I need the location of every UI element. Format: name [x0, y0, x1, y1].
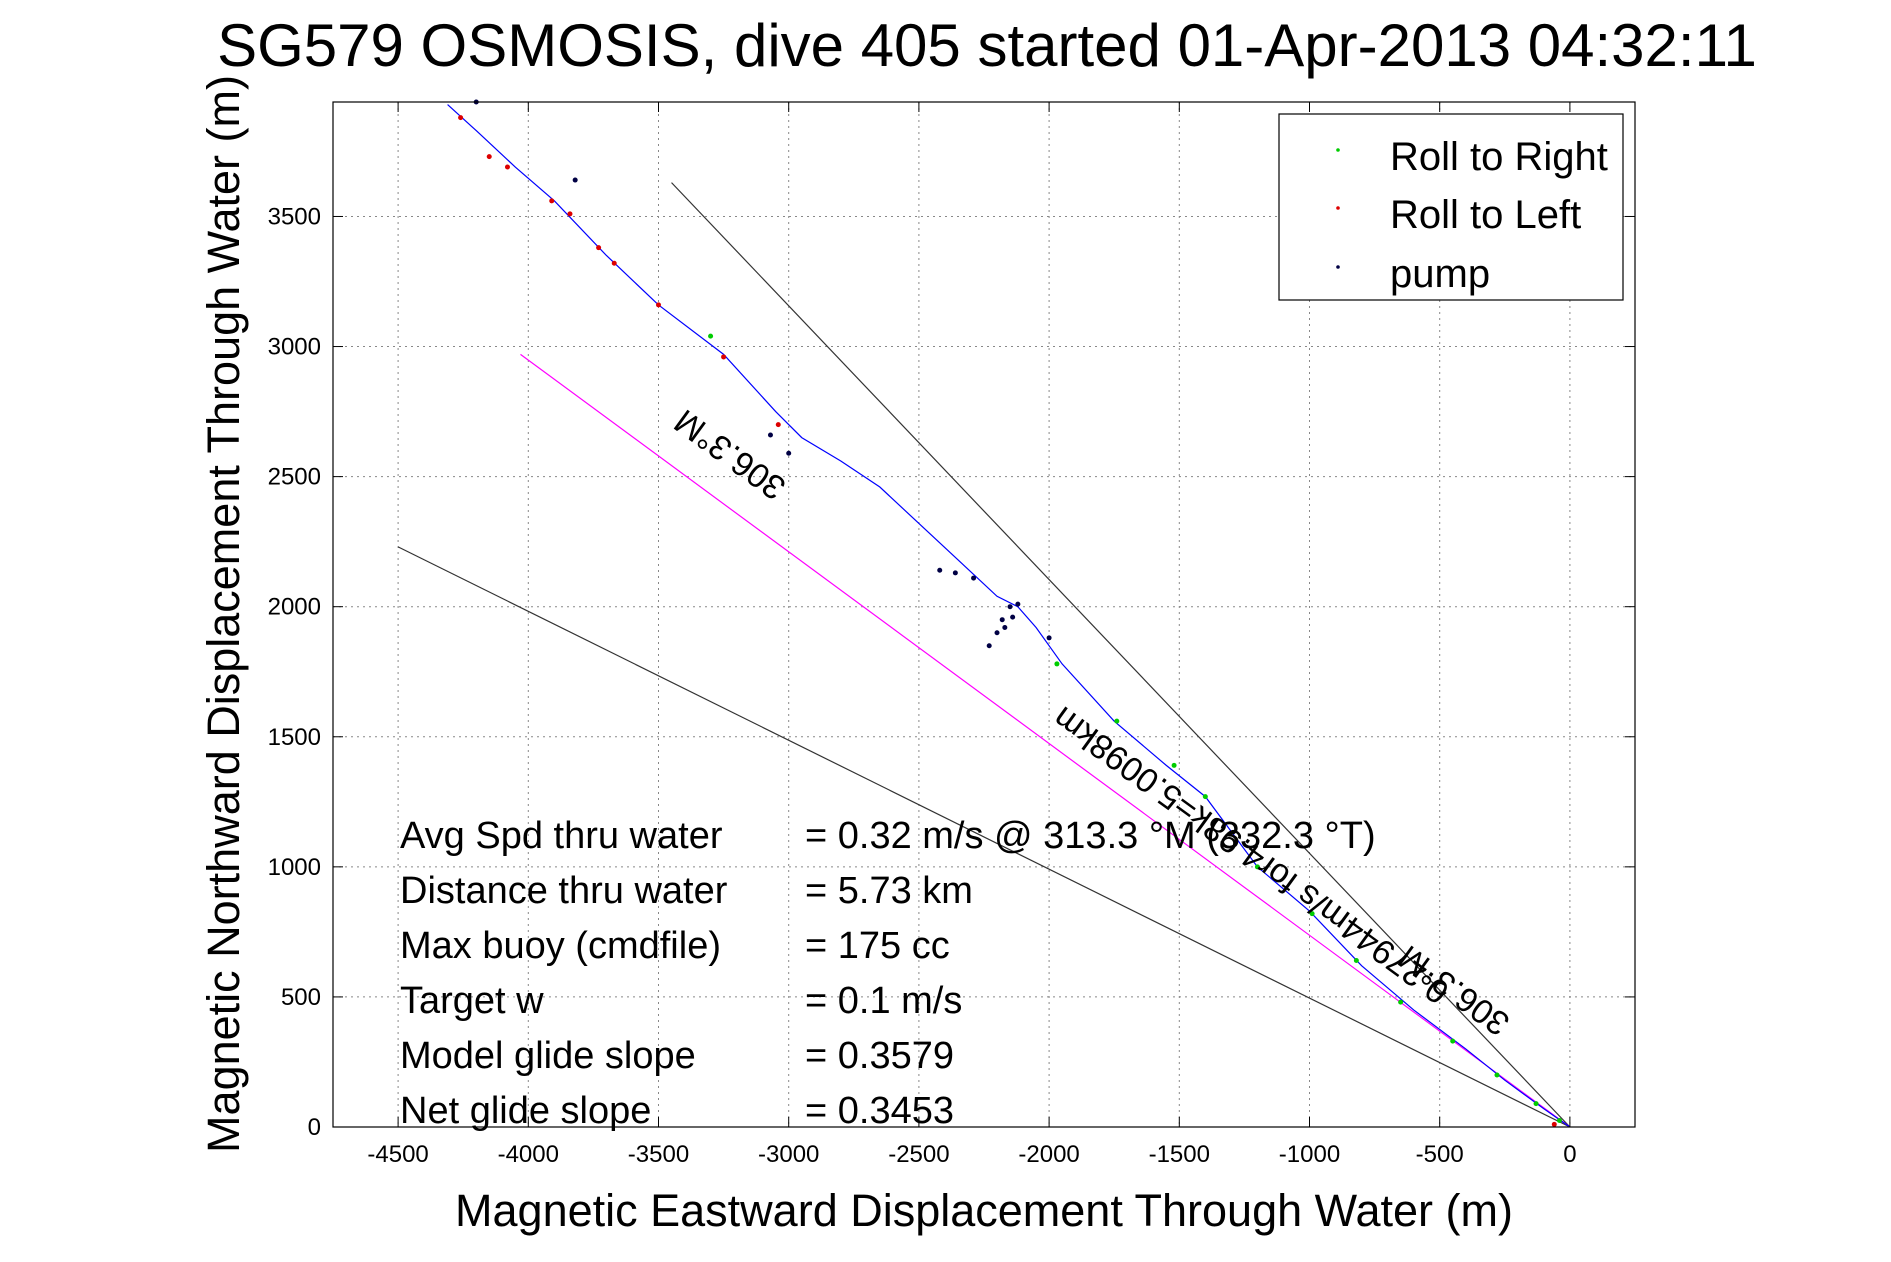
- roll-right-point: [1054, 661, 1060, 667]
- legend: Roll to Right Roll to Left pump: [1278, 113, 1624, 301]
- stats-annotations: Avg Spd thru water = 0.32 m/s @ 313.3 °M …: [400, 815, 1376, 1132]
- x-tick-label: 0: [1563, 1141, 1576, 1168]
- annotation-label: Model glide slope: [400, 1035, 696, 1077]
- y-tick-label: 3000: [268, 334, 321, 361]
- pump-point: [971, 575, 977, 581]
- roll-left-point: [1551, 1121, 1557, 1127]
- reference-lines: [397, 182, 1571, 1128]
- roll-right-point: [1114, 718, 1120, 724]
- y-axis-label: Magnetic Northward Displacement Through …: [198, 75, 249, 1153]
- x-tick-label: -1500: [1149, 1141, 1210, 1168]
- roll-right-point: [1398, 999, 1404, 1005]
- legend-box: [1278, 113, 1624, 301]
- annotation-value: = 5.73 km: [805, 870, 973, 912]
- reference-line: [397, 546, 1571, 1128]
- annotation-value: = 0.3579: [805, 1035, 954, 1077]
- pump-point: [1002, 625, 1008, 631]
- pump-point: [994, 630, 1000, 636]
- x-tick-label: -2000: [1018, 1141, 1079, 1168]
- pump-point: [1015, 601, 1021, 607]
- roll-right-point: [1202, 794, 1208, 800]
- annotation-label: Max buoy (cmdfile): [400, 925, 721, 967]
- legend-marker-roll-right: [1336, 148, 1340, 152]
- y-tick-label: 2000: [268, 594, 321, 621]
- pump-point: [952, 570, 958, 576]
- annotation-value: = 175 cc: [805, 925, 950, 967]
- x-tick-label: -3500: [628, 1141, 689, 1168]
- legend-label-pump: pump: [1390, 252, 1490, 296]
- chart-title: SG579 OSMOSIS, dive 405 started 01-Apr-2…: [217, 12, 1757, 79]
- annotation-label: Target w: [400, 980, 544, 1022]
- pump-point: [937, 567, 943, 573]
- pump-point: [999, 617, 1005, 623]
- glider-track: [447, 104, 1571, 1128]
- pump-point: [1007, 604, 1013, 610]
- pump-point: [786, 450, 792, 456]
- annotation-label: Net glide slope: [400, 1090, 651, 1132]
- plot-frame: [332, 101, 1636, 1128]
- annotation-value: = 0.3453: [805, 1090, 954, 1132]
- legend-marker-roll-left: [1336, 206, 1340, 210]
- y-tick-label: 0: [308, 1114, 321, 1141]
- x-tick-label: -4500: [367, 1141, 428, 1168]
- roll-right-point: [1450, 1038, 1456, 1044]
- roll-right-point: [1353, 958, 1359, 964]
- roll-right-point: [1556, 1117, 1562, 1123]
- x-tick-label: -1000: [1279, 1141, 1340, 1168]
- roll-left-point: [504, 164, 510, 170]
- roll-right-point: [1533, 1101, 1539, 1107]
- track-series: [447, 104, 1571, 1128]
- axis-ticks: -4500 -4000 -3500 -3000 -2500 -2000 -1500 -1000…: [268, 102, 1635, 1168]
- annotation-label: Distance thru water: [400, 870, 728, 912]
- y-tick-label: 2500: [268, 464, 321, 491]
- roll-right-point: [1254, 864, 1260, 870]
- x-tick-label: -2500: [888, 1141, 949, 1168]
- roll-left-point: [567, 211, 573, 217]
- reference-line: [520, 353, 1571, 1128]
- legend-label-roll-left: Roll to Left: [1390, 193, 1581, 237]
- roll-right-point: [708, 333, 714, 339]
- y-tick-label: 500: [281, 984, 321, 1011]
- x-axis-label: Magnetic Eastward Displacement Through W…: [455, 1185, 1513, 1236]
- pump-point: [767, 432, 773, 438]
- legend-marker-pump: [1336, 265, 1340, 269]
- annotation-value: = 0.1 m/s: [805, 980, 962, 1022]
- roll-left-point: [775, 422, 781, 428]
- x-tick-label: -500: [1416, 1141, 1464, 1168]
- pump-point: [1046, 635, 1052, 641]
- y-tick-label: 1000: [268, 854, 321, 881]
- roll-left-point: [458, 115, 464, 121]
- roll-right-point: [1171, 762, 1177, 768]
- roll-left-point: [721, 354, 727, 360]
- roll-left-point: [549, 198, 555, 204]
- x-tick-label: -3000: [758, 1141, 819, 1168]
- pump-point: [1010, 614, 1016, 620]
- roll-left-point: [656, 302, 661, 308]
- x-tick-label: -4000: [498, 1141, 559, 1168]
- roll-right-point: [1309, 911, 1315, 917]
- annotation-value: = 0.32 m/s @ 313.3 °M (332.3 °T): [805, 815, 1376, 857]
- roll-left-point: [596, 245, 602, 251]
- legend-label-roll-right: Roll to Right: [1390, 135, 1608, 179]
- point-series: [458, 99, 1562, 1127]
- annotation-label: Avg Spd thru water: [400, 815, 723, 857]
- reference-line: [671, 182, 1571, 1128]
- pump-point: [572, 177, 578, 183]
- roll-right-point: [1494, 1072, 1500, 1078]
- y-tick-label: 1500: [268, 724, 321, 751]
- roll-left-point: [611, 260, 617, 266]
- pump-point: [986, 643, 992, 649]
- y-tick-label: 3500: [268, 203, 321, 230]
- roll-left-point: [486, 154, 492, 160]
